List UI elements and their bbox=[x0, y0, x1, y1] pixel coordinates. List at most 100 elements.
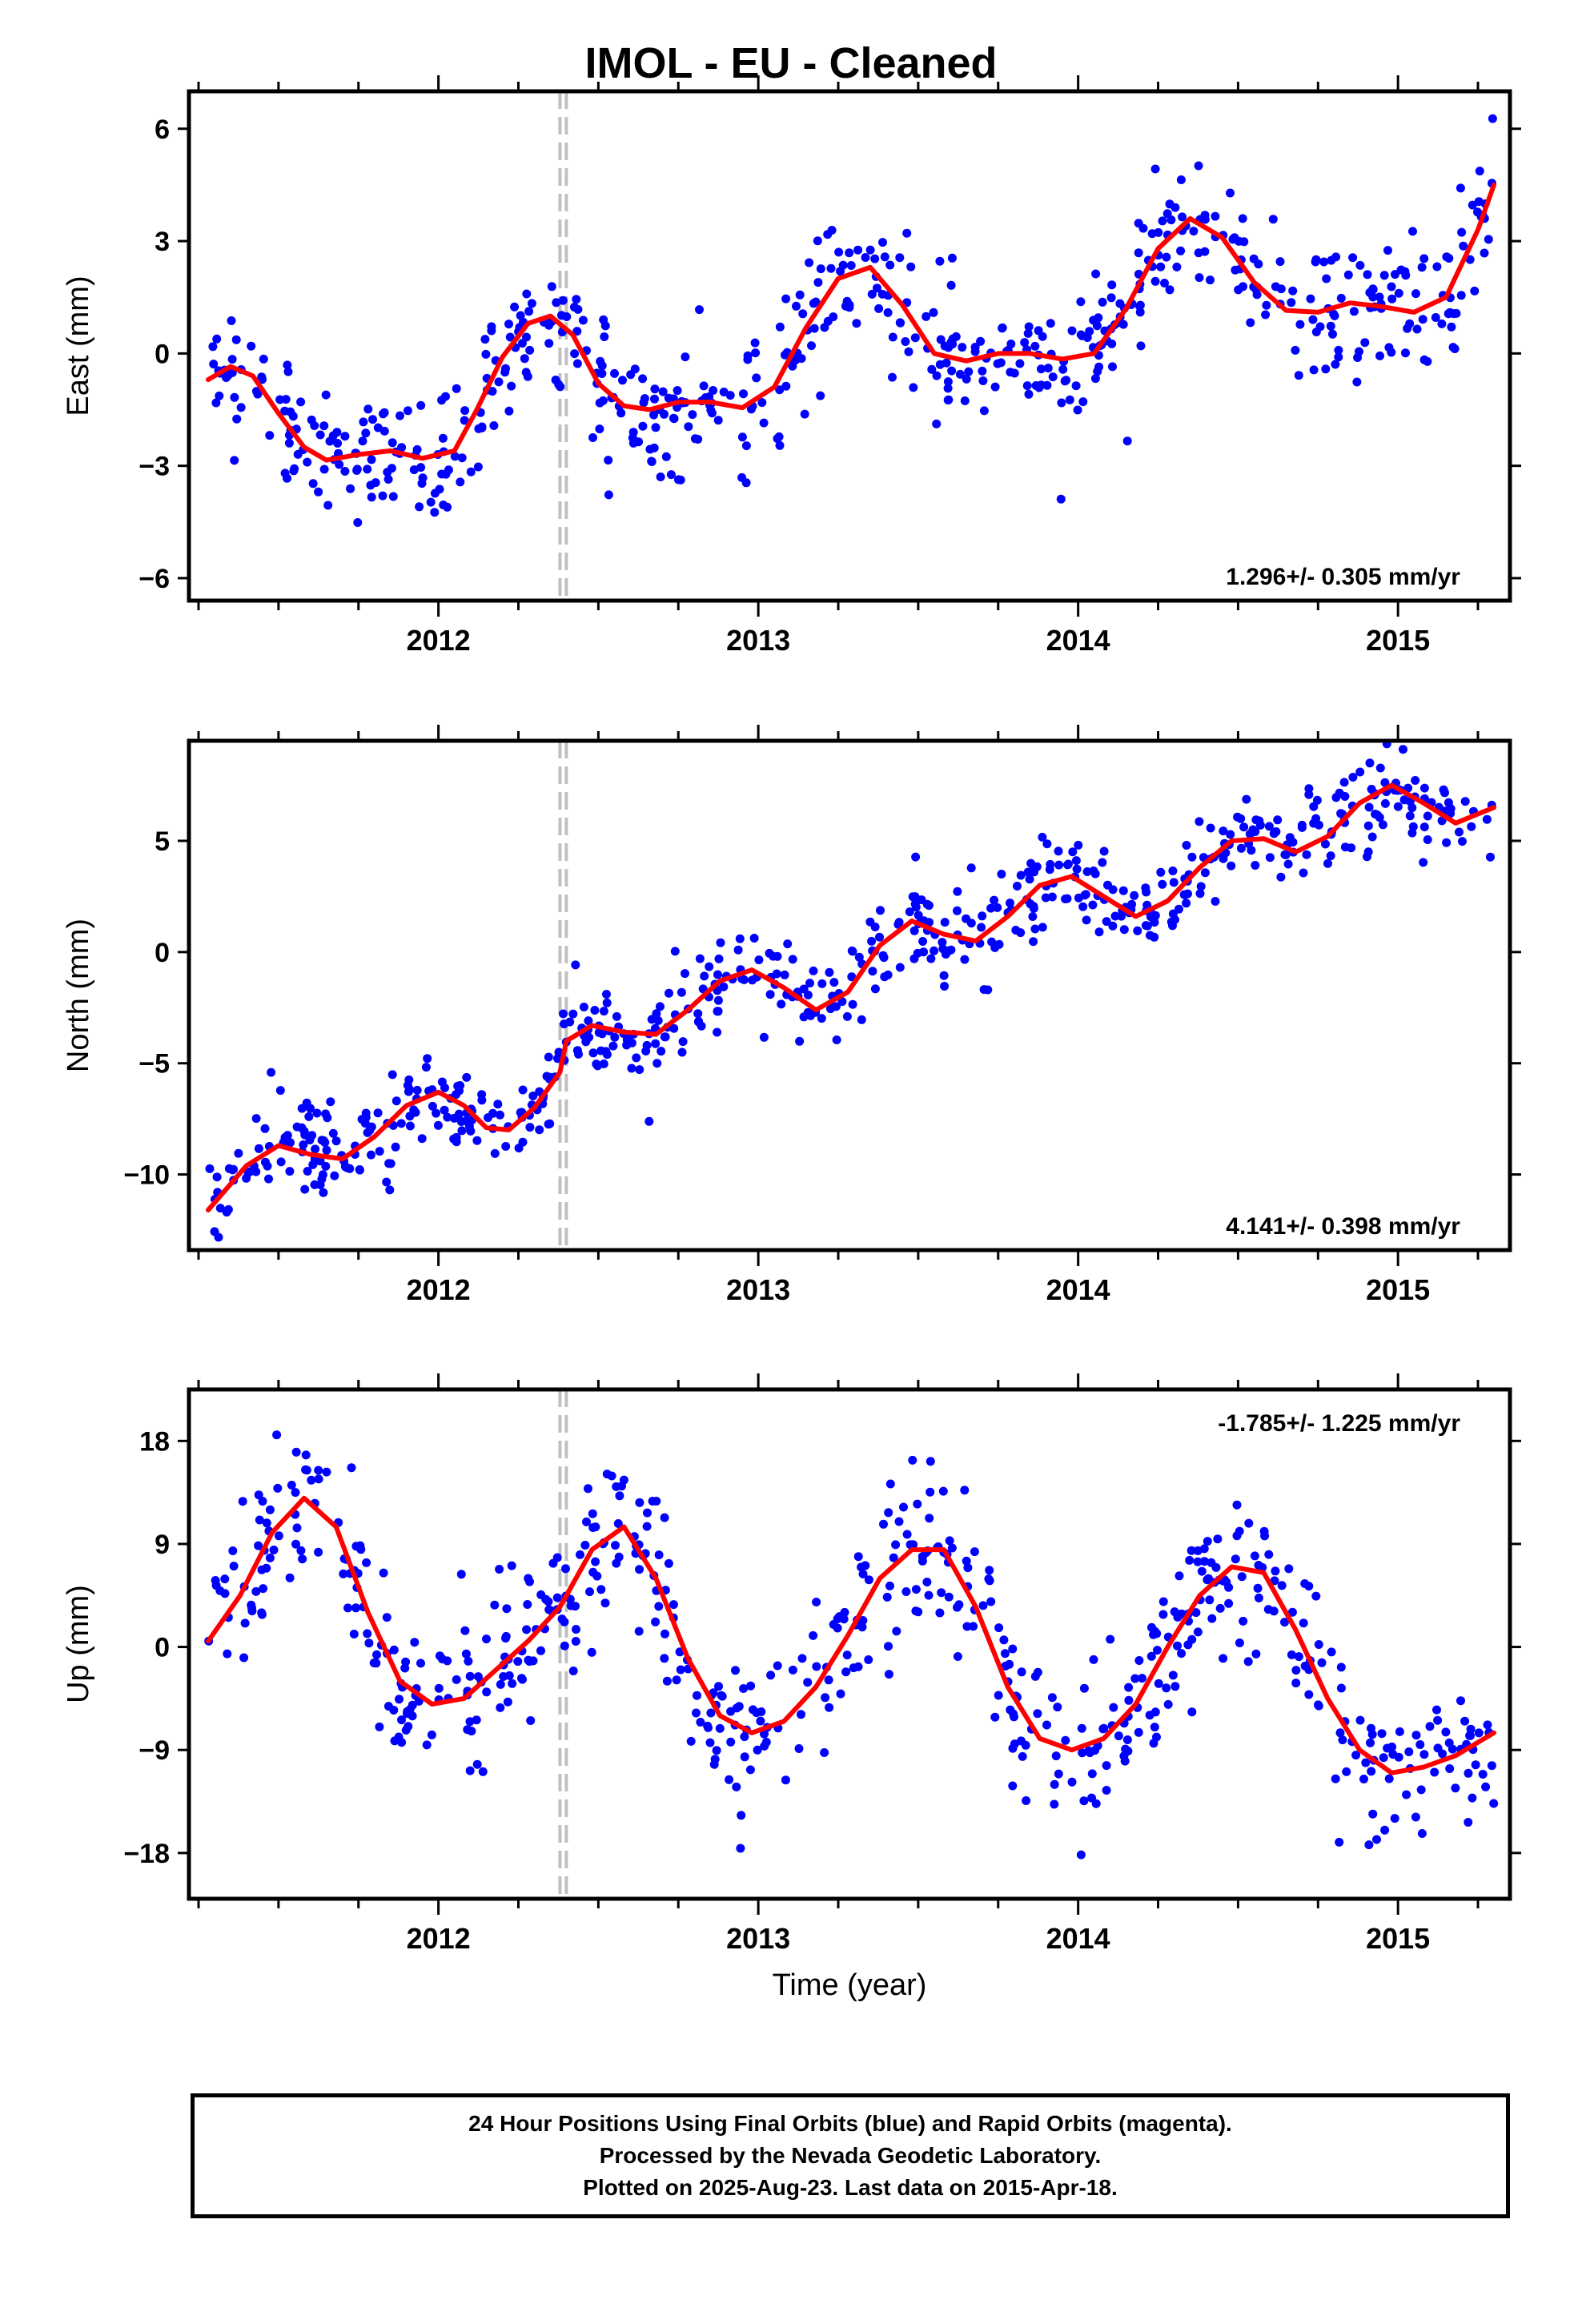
up-point bbox=[825, 1703, 834, 1712]
up-ytick-label: −9 bbox=[139, 1735, 170, 1766]
up-point bbox=[635, 1565, 644, 1574]
north-point bbox=[1195, 817, 1204, 826]
east-point bbox=[845, 248, 854, 258]
up-point bbox=[265, 1553, 275, 1562]
east-point bbox=[752, 373, 761, 383]
up-point bbox=[676, 1665, 685, 1675]
north-point bbox=[857, 1015, 866, 1024]
north-point bbox=[421, 1063, 431, 1072]
up-point bbox=[1006, 1705, 1015, 1715]
north-point bbox=[748, 975, 757, 985]
up-point bbox=[902, 1530, 912, 1539]
up-point bbox=[251, 1586, 261, 1596]
east-point bbox=[998, 323, 1007, 332]
east-point bbox=[834, 247, 844, 257]
up-point bbox=[669, 1600, 678, 1610]
up-point bbox=[661, 1629, 669, 1638]
north-point bbox=[1326, 851, 1335, 861]
north-point bbox=[977, 923, 986, 932]
north-xtick-label: 2015 bbox=[1366, 1273, 1430, 1306]
north-point bbox=[433, 1120, 443, 1130]
north-point bbox=[1311, 814, 1321, 823]
north-point bbox=[560, 1019, 568, 1029]
north-point bbox=[1166, 917, 1176, 927]
east-point bbox=[457, 453, 467, 463]
east-point bbox=[480, 335, 490, 344]
up-point bbox=[355, 1541, 365, 1550]
up-point bbox=[1331, 1774, 1340, 1783]
north-point bbox=[428, 1101, 437, 1111]
north-point bbox=[1227, 861, 1236, 870]
up-point bbox=[835, 1612, 844, 1622]
up-point bbox=[262, 1518, 271, 1528]
up-point bbox=[1033, 1709, 1042, 1719]
north-point bbox=[946, 945, 956, 955]
north-point bbox=[396, 1119, 406, 1128]
up-point bbox=[1372, 1835, 1381, 1844]
east-point bbox=[1239, 237, 1249, 247]
up-point bbox=[1067, 1777, 1077, 1787]
up-point bbox=[1451, 1783, 1460, 1793]
up-point bbox=[990, 1712, 1000, 1722]
north-point bbox=[305, 1136, 315, 1144]
north-point bbox=[647, 1015, 656, 1024]
east-point bbox=[1156, 262, 1166, 271]
north-panel: −10 −5 0 5 2012 2013 2014 2015 North (mm) 4.141+/… bbox=[62, 725, 1521, 1306]
up-point bbox=[1260, 1531, 1270, 1541]
east-point bbox=[807, 341, 816, 351]
east-point bbox=[1349, 307, 1359, 316]
north-point bbox=[1251, 815, 1261, 825]
up-point bbox=[339, 1569, 348, 1578]
east-point bbox=[816, 391, 825, 400]
east-point bbox=[1311, 257, 1320, 267]
up-point bbox=[1287, 1607, 1297, 1617]
north-point bbox=[592, 1059, 601, 1069]
up-point bbox=[884, 1642, 893, 1651]
up-point bbox=[1158, 1597, 1168, 1606]
east-point bbox=[1336, 293, 1346, 303]
up-point bbox=[1102, 1761, 1111, 1771]
up-point bbox=[885, 1581, 894, 1590]
east-point bbox=[517, 339, 527, 348]
up-point bbox=[726, 1707, 736, 1716]
north-point bbox=[303, 1167, 312, 1176]
up-point bbox=[1314, 1640, 1323, 1649]
north-ytick-label: −10 bbox=[123, 1160, 170, 1191]
up-point bbox=[292, 1523, 302, 1533]
up-point bbox=[884, 1670, 893, 1679]
up-point bbox=[460, 1626, 470, 1635]
up-point bbox=[1187, 1707, 1197, 1717]
east-point bbox=[597, 369, 607, 378]
up-point bbox=[464, 1656, 473, 1666]
up-point bbox=[1033, 1667, 1042, 1677]
north-point bbox=[966, 863, 976, 873]
up-point bbox=[287, 1481, 296, 1490]
north-point bbox=[695, 954, 705, 963]
north-point bbox=[608, 1041, 618, 1051]
north-point bbox=[693, 1017, 703, 1027]
up-point bbox=[416, 1659, 425, 1668]
up-point bbox=[615, 1491, 624, 1501]
east-point bbox=[935, 256, 945, 266]
north-point bbox=[940, 918, 950, 927]
east-point bbox=[1262, 300, 1271, 310]
east-point bbox=[883, 308, 893, 317]
up-point bbox=[1366, 1738, 1375, 1747]
east-point bbox=[1020, 338, 1030, 348]
north-point bbox=[681, 969, 689, 979]
up-xtick-label: 2014 bbox=[1046, 1922, 1110, 1955]
east-point bbox=[1165, 199, 1174, 209]
up-point bbox=[607, 1471, 616, 1481]
east-point bbox=[861, 253, 870, 262]
up-point bbox=[864, 1575, 873, 1585]
east-point bbox=[800, 409, 809, 419]
up-point bbox=[756, 1716, 765, 1726]
east-point bbox=[289, 466, 299, 476]
up-point bbox=[1338, 1735, 1347, 1745]
east-point bbox=[853, 245, 863, 255]
up-xtick-label: 2012 bbox=[407, 1922, 471, 1955]
up-point bbox=[891, 1540, 901, 1550]
up-point bbox=[1383, 1743, 1392, 1753]
up-point bbox=[857, 1562, 866, 1572]
